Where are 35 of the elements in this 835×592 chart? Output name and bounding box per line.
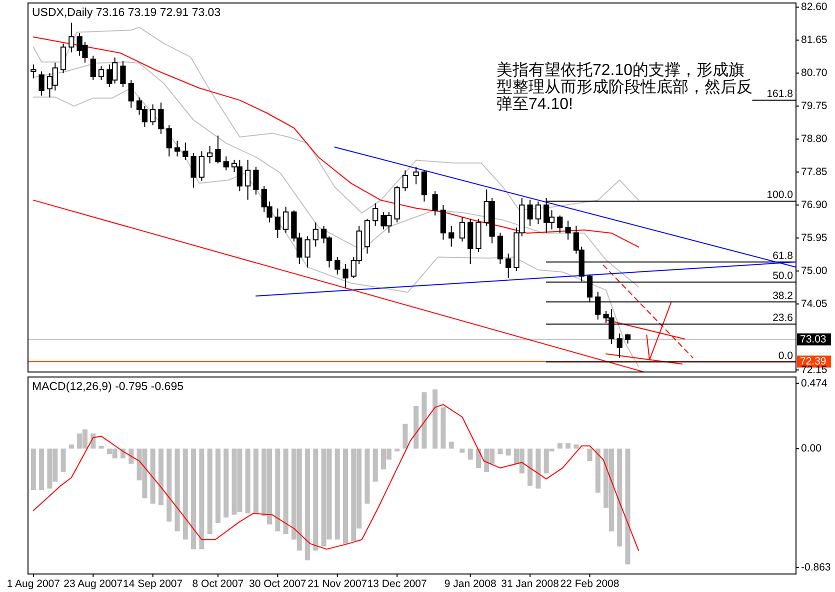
y-tick-label: 78.80 bbox=[801, 133, 828, 146]
y-tick-label: 0.474 bbox=[801, 377, 828, 390]
y-tick-label: -0.863 bbox=[801, 562, 831, 574]
x-tick-label: 9 Jan 2008 bbox=[444, 578, 496, 590]
x-tick-label: 22 Feb 2008 bbox=[560, 578, 620, 590]
y-tick-label: 0.00 bbox=[801, 442, 822, 455]
annotation: 美指有望依托72.10的支撑，形成旗型整理从而形成阶段性底部，然后反弹至74.10! bbox=[496, 61, 752, 113]
y-tick-label: 77.85 bbox=[801, 166, 828, 178]
x-tick-label: 1 Aug 2007 bbox=[6, 578, 60, 590]
chart-title: USDX,Daily 73.16 73.19 72.91 73.03 bbox=[32, 7, 221, 19]
y-tick-label: 80.70 bbox=[801, 67, 828, 80]
annotation: 50.0 bbox=[772, 270, 794, 282]
annotation: 161.8 bbox=[766, 88, 794, 100]
y-tick-label: 75.00 bbox=[801, 264, 828, 277]
y-tick-label: 76.90 bbox=[801, 199, 828, 212]
x-tick-label: 31 Jan 2008 bbox=[501, 578, 560, 590]
x-tick-label: 30 Oct 2007 bbox=[249, 578, 306, 590]
y-tick-label: 79.75 bbox=[801, 100, 828, 112]
y-tick-label: 82.60 bbox=[801, 1, 828, 14]
annotation: 0.0 bbox=[778, 350, 794, 362]
x-tick-label: 13 Dec 2007 bbox=[367, 578, 428, 590]
annotation: 23.6 bbox=[772, 312, 794, 324]
y-tick-label: 74.05 bbox=[801, 298, 828, 310]
y-tick-label: 81.65 bbox=[801, 34, 828, 46]
x-tick-label: 21 Nov 2007 bbox=[308, 578, 368, 590]
annotation: 61.8 bbox=[772, 250, 794, 262]
ref-line-label: 73.03 bbox=[800, 333, 826, 346]
x-tick-label: 14 Sep 2007 bbox=[123, 578, 183, 590]
x-tick-label: 23 Aug 2007 bbox=[64, 578, 123, 590]
x-tick-label: 8 Oct 2007 bbox=[192, 578, 244, 590]
chart-title: MACD(12,26,9) -0.795 -0.695 bbox=[32, 381, 184, 393]
annotation: 100.0 bbox=[766, 189, 794, 202]
annotation: 38.2 bbox=[772, 290, 794, 302]
y-tick-label: 75.95 bbox=[801, 232, 828, 244]
y-tick-label: 72.15 bbox=[801, 364, 828, 376]
